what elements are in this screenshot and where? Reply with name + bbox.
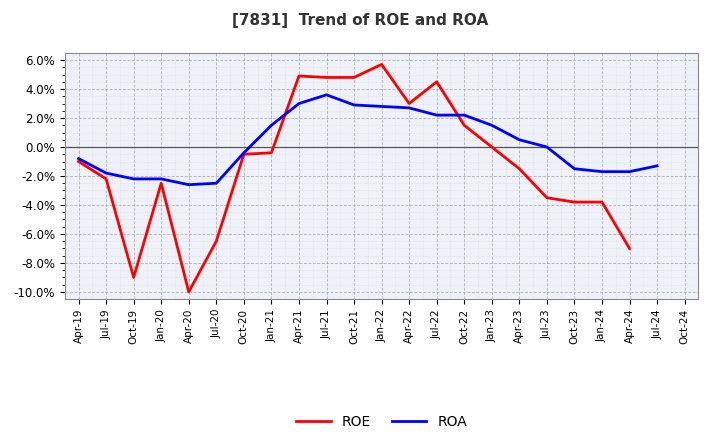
ROA bbox=[322, 92, 330, 98]
ROA bbox=[212, 180, 220, 186]
ROE bbox=[322, 75, 330, 80]
ROA bbox=[102, 170, 110, 176]
ROA bbox=[570, 166, 579, 172]
ROA bbox=[350, 103, 359, 108]
ROA bbox=[267, 123, 276, 128]
ROA bbox=[184, 182, 193, 187]
ROA bbox=[74, 156, 83, 161]
ROE bbox=[130, 275, 138, 280]
ROA bbox=[653, 163, 662, 169]
Legend: ROE, ROA: ROE, ROA bbox=[290, 410, 473, 435]
ROE bbox=[267, 150, 276, 155]
ROA bbox=[405, 105, 413, 110]
ROE bbox=[515, 166, 523, 172]
ROE bbox=[240, 152, 248, 157]
ROE bbox=[460, 123, 469, 128]
ROE bbox=[377, 62, 386, 67]
ROE bbox=[102, 176, 110, 182]
ROA bbox=[240, 150, 248, 155]
ROE bbox=[184, 290, 193, 295]
ROA bbox=[433, 113, 441, 118]
ROA bbox=[543, 144, 552, 150]
ROA bbox=[460, 113, 469, 118]
ROE bbox=[157, 180, 166, 186]
Line: ROA: ROA bbox=[78, 95, 657, 185]
ROE bbox=[212, 238, 220, 244]
ROA bbox=[515, 137, 523, 143]
ROE bbox=[570, 199, 579, 205]
ROA bbox=[294, 101, 303, 106]
ROA bbox=[598, 169, 606, 174]
ROE bbox=[433, 79, 441, 84]
ROA bbox=[377, 104, 386, 109]
Text: [7831]  Trend of ROE and ROA: [7831] Trend of ROE and ROA bbox=[232, 13, 488, 28]
ROE bbox=[487, 144, 496, 150]
ROE bbox=[74, 159, 83, 164]
ROA bbox=[625, 169, 634, 174]
ROA bbox=[157, 176, 166, 182]
ROE bbox=[598, 199, 606, 205]
ROA bbox=[130, 176, 138, 182]
ROE bbox=[350, 75, 359, 80]
Line: ROE: ROE bbox=[78, 64, 629, 292]
ROA bbox=[487, 123, 496, 128]
ROE bbox=[543, 195, 552, 200]
ROE bbox=[405, 101, 413, 106]
ROE bbox=[625, 246, 634, 251]
ROE bbox=[294, 73, 303, 79]
